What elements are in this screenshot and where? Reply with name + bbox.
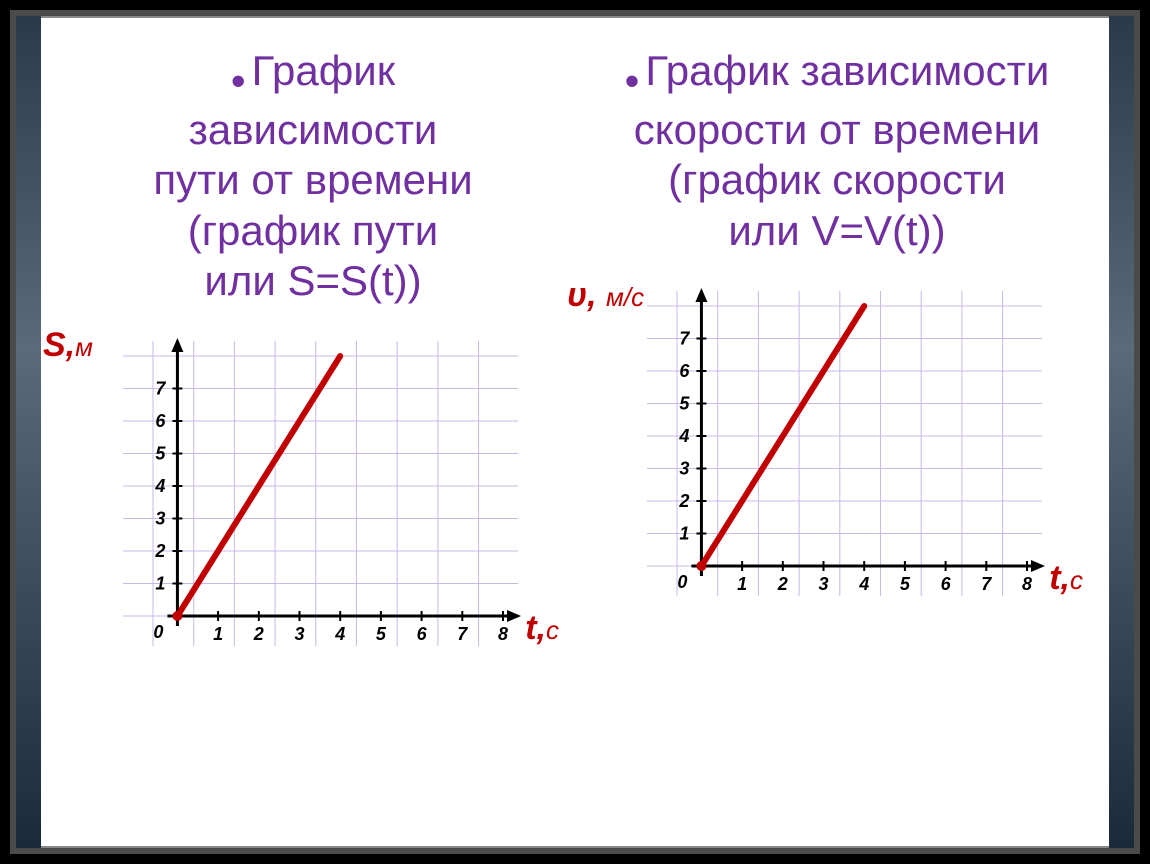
left-chart-container: S,м 1234567123456780 t,с xyxy=(103,336,523,666)
svg-text:6: 6 xyxy=(417,624,428,644)
right-x-label-text: t, xyxy=(1049,559,1070,597)
svg-text:1: 1 xyxy=(155,574,165,594)
bullet-icon: • xyxy=(231,57,246,104)
left-x-axis-label: t,с xyxy=(525,609,559,648)
svg-text:4: 4 xyxy=(858,574,869,594)
left-title-line-0: График xyxy=(252,47,396,94)
svg-text:0: 0 xyxy=(677,572,687,592)
svg-text:8: 8 xyxy=(1022,574,1032,594)
right-column: •График зависимости скорости от времени … xyxy=(575,36,1099,838)
right-chart: 1 2 3 4 5 6 7 1 2 3 4 5 6 7 8 0 xyxy=(627,286,1047,616)
svg-text:4: 4 xyxy=(154,476,165,496)
svg-text:5: 5 xyxy=(679,393,690,413)
left-title-line-1: зависимости xyxy=(189,106,438,153)
svg-text:7: 7 xyxy=(155,379,166,399)
svg-text:5: 5 xyxy=(900,574,911,594)
svg-text:1: 1 xyxy=(679,523,689,543)
left-title-line-3: (график пути xyxy=(188,207,439,254)
svg-text:6: 6 xyxy=(155,411,166,431)
svg-text:6: 6 xyxy=(941,574,952,594)
left-title-line-2: пути от времени xyxy=(153,156,472,203)
svg-text:2: 2 xyxy=(253,624,264,644)
svg-text:2: 2 xyxy=(154,541,165,561)
content-area: •График зависимости пути от времени (гра… xyxy=(41,16,1109,848)
svg-text:0: 0 xyxy=(153,622,163,642)
svg-text:7: 7 xyxy=(679,328,690,348)
bullet-icon: • xyxy=(625,57,640,104)
svg-text:2: 2 xyxy=(678,491,689,511)
left-y-axis-label: S,м xyxy=(43,326,93,365)
svg-text:3: 3 xyxy=(679,458,689,478)
right-title: •График зависимости скорости от времени … xyxy=(605,36,1070,276)
svg-text:8: 8 xyxy=(498,624,508,644)
svg-text:3: 3 xyxy=(295,624,305,644)
right-x-unit: с xyxy=(1070,565,1083,595)
right-title-line-1: скорости от времени xyxy=(634,106,1041,153)
left-x-unit: с xyxy=(546,615,559,645)
svg-text:1: 1 xyxy=(213,624,223,644)
svg-text:5: 5 xyxy=(155,444,166,464)
left-title: •График зависимости пути от времени (гра… xyxy=(133,36,492,326)
svg-text:7: 7 xyxy=(981,574,992,594)
left-side-decoration xyxy=(16,16,41,848)
right-y-unit: м/с xyxy=(606,282,644,312)
svg-text:4: 4 xyxy=(678,426,689,446)
svg-text:3: 3 xyxy=(155,509,165,529)
svg-text:1: 1 xyxy=(737,574,747,594)
left-x-label-text: t, xyxy=(525,609,546,647)
svg-text:7: 7 xyxy=(457,624,468,644)
left-column: •График зависимости пути от времени (гра… xyxy=(51,36,575,838)
left-y-unit: м xyxy=(75,332,93,362)
right-y-label-text: υ, xyxy=(567,276,597,314)
right-x-axis-label: t,с xyxy=(1049,559,1083,598)
right-chart-container: υ, м/с 1234567123456780 t,с xyxy=(627,286,1047,616)
right-title-line-2: (график скорости xyxy=(668,156,1006,203)
left-y-label-text: S, xyxy=(43,326,75,364)
right-side-decoration xyxy=(1109,16,1134,848)
svg-text:6: 6 xyxy=(679,361,690,381)
right-title-line-3: или V=V(t)) xyxy=(728,207,945,254)
svg-text:5: 5 xyxy=(376,624,387,644)
svg-text:2: 2 xyxy=(777,574,788,594)
left-title-line-4: или S=S(t)) xyxy=(204,257,421,304)
right-y-axis-label: υ, м/с xyxy=(567,276,644,315)
right-title-line-0: График зависимости xyxy=(645,47,1049,94)
svg-text:3: 3 xyxy=(819,574,829,594)
svg-text:4: 4 xyxy=(334,624,345,644)
slide-frame: •График зависимости пути от времени (гра… xyxy=(10,10,1140,854)
left-chart: 1 2 3 4 5 6 7 1 2 3 4 5 6 7 8 0 xyxy=(103,336,523,666)
